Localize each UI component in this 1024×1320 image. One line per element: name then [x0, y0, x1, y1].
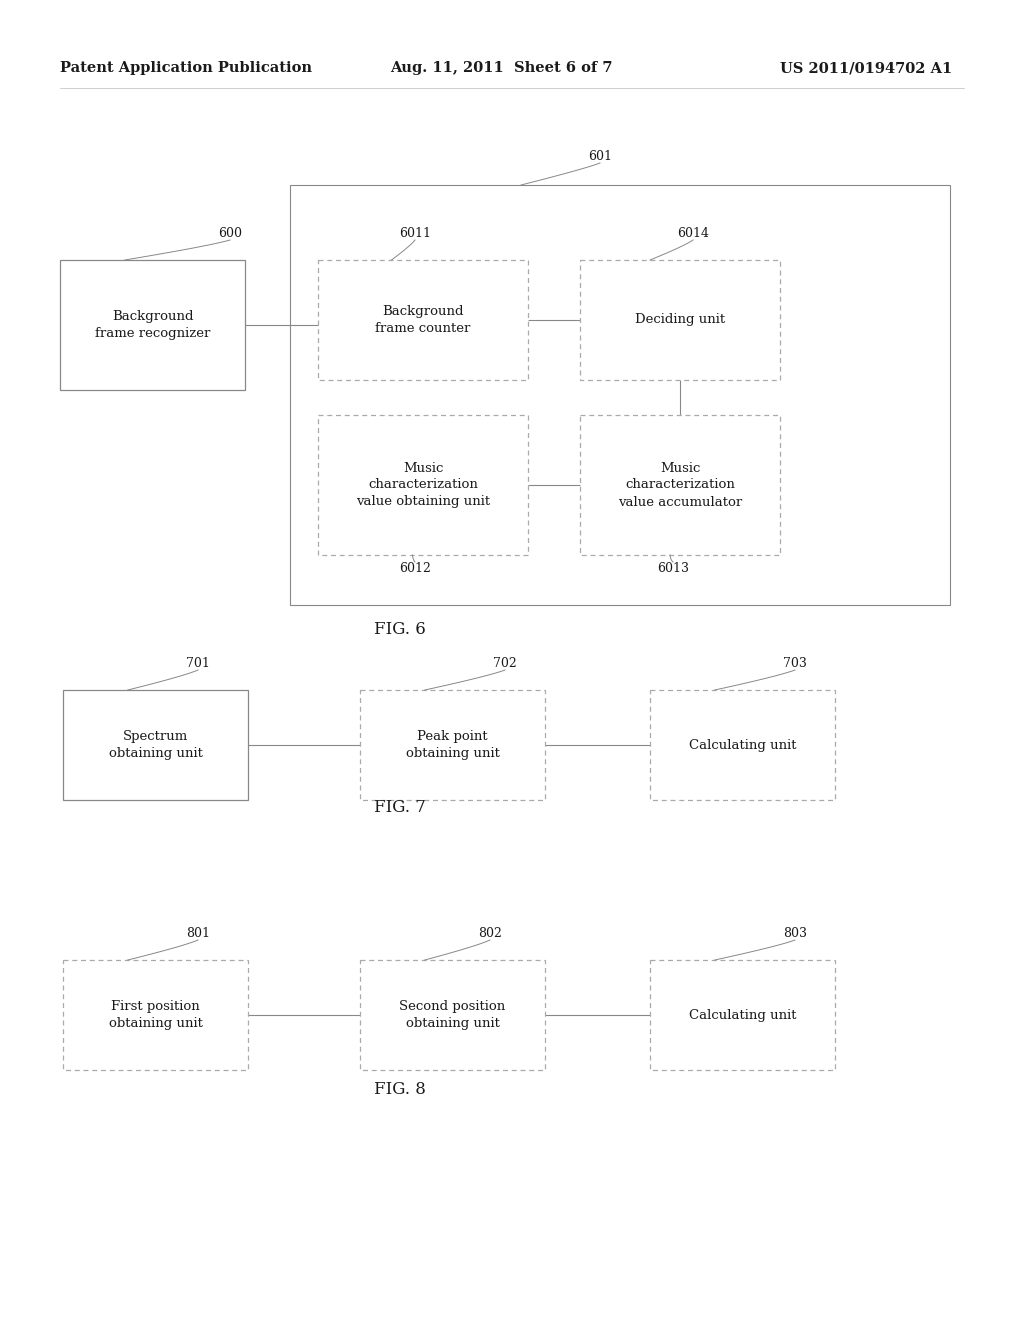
Text: 801: 801 — [186, 927, 210, 940]
Text: 6011: 6011 — [399, 227, 431, 240]
Text: 6013: 6013 — [657, 562, 689, 576]
Bar — [318, 414, 528, 554]
Bar — [360, 690, 545, 800]
Text: 803: 803 — [783, 927, 807, 940]
Text: Calculating unit: Calculating unit — [689, 738, 797, 751]
Text: Aug. 11, 2011  Sheet 6 of 7: Aug. 11, 2011 Sheet 6 of 7 — [390, 61, 612, 75]
Text: FIG. 8: FIG. 8 — [374, 1081, 426, 1098]
Bar — [318, 260, 528, 380]
Text: Background
frame counter: Background frame counter — [376, 305, 471, 335]
Text: First position
obtaining unit: First position obtaining unit — [109, 1001, 203, 1030]
Bar — [580, 414, 780, 554]
Text: Peak point
obtaining unit: Peak point obtaining unit — [406, 730, 500, 760]
Text: Music
characterization
value obtaining unit: Music characterization value obtaining u… — [356, 462, 490, 508]
Text: 6014: 6014 — [677, 227, 709, 240]
Bar — [63, 960, 248, 1071]
Text: 702: 702 — [494, 657, 517, 671]
Text: 6012: 6012 — [399, 562, 431, 576]
Text: FIG. 7: FIG. 7 — [374, 800, 426, 817]
Text: Spectrum
obtaining unit: Spectrum obtaining unit — [109, 730, 203, 760]
Text: 703: 703 — [783, 657, 807, 671]
Text: Music
characterization
value accumulator: Music characterization value accumulator — [617, 462, 742, 508]
Bar — [63, 690, 248, 800]
Text: 802: 802 — [478, 927, 502, 940]
Bar — [580, 260, 780, 380]
Bar — [650, 960, 835, 1071]
Text: FIG. 6: FIG. 6 — [374, 622, 426, 639]
Bar — [290, 185, 950, 605]
Text: 701: 701 — [186, 657, 210, 671]
Text: 601: 601 — [588, 150, 612, 162]
Bar — [360, 960, 545, 1071]
Text: Background
frame recognizer: Background frame recognizer — [95, 310, 210, 341]
Text: Calculating unit: Calculating unit — [689, 1008, 797, 1022]
Bar — [650, 690, 835, 800]
Text: Second position
obtaining unit: Second position obtaining unit — [399, 1001, 506, 1030]
Text: 600: 600 — [218, 227, 242, 240]
Text: Deciding unit: Deciding unit — [635, 314, 725, 326]
Text: Patent Application Publication: Patent Application Publication — [60, 61, 312, 75]
Bar — [60, 260, 245, 389]
Text: US 2011/0194702 A1: US 2011/0194702 A1 — [780, 61, 952, 75]
